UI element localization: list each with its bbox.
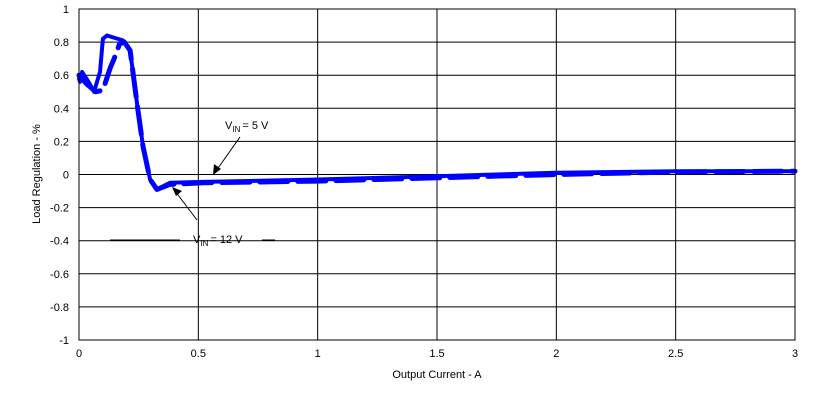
svg-text:VIN= 5 V: VIN = 5 V <box>225 120 269 134</box>
y-tick-label: -0.6 <box>50 269 69 281</box>
arrow-5v <box>215 136 241 172</box>
y-tick-label: 0.4 <box>54 103 69 115</box>
series-lines <box>76 33 798 192</box>
annotation-vin-12v: VIN = 12 V <box>110 187 275 248</box>
arrowhead-5v <box>213 164 221 175</box>
y-tick-label: -0.8 <box>50 302 69 314</box>
x-axis-label: Output Current - A <box>392 369 482 381</box>
y-tick-label: 0.6 <box>54 70 69 82</box>
y-tick-label: -0.2 <box>50 203 69 215</box>
arrowhead-12v <box>172 187 182 196</box>
svg-text:VIN= 12 V: VIN = 12 V <box>193 234 243 248</box>
y-tick-label: 0 <box>63 170 69 182</box>
x-tick-label: 0 <box>76 348 82 360</box>
series-line-1 <box>76 39 798 192</box>
y-tick-label: -1 <box>59 335 69 347</box>
x-tick-label: 1.5 <box>429 348 444 360</box>
y-tick-label: -0.4 <box>50 236 69 248</box>
x-tick-label: 2 <box>553 348 559 360</box>
x-tick-label: 2.5 <box>668 348 683 360</box>
x-tick-label: 0.5 <box>191 348 206 360</box>
y-tick-label: 0.2 <box>54 136 69 148</box>
y-tick-label: 0.8 <box>54 37 69 49</box>
x-tick-label: 1 <box>315 348 321 360</box>
plot-frame <box>78 8 796 341</box>
tick-labels: 0 0.5 1 1.5 2 2.5 3 1 0.8 0.6 0.4 0.2 0 -0.2 -0.4 -0.6 -… <box>50 4 798 360</box>
x-tick-label: 3 <box>792 348 798 360</box>
annotation-vin-5v: VIN = 5 V <box>213 120 269 175</box>
y-tick-label: 1 <box>63 4 69 16</box>
arrow-12v <box>174 190 198 221</box>
y-axis-label: Load Regulation - % <box>31 124 43 224</box>
